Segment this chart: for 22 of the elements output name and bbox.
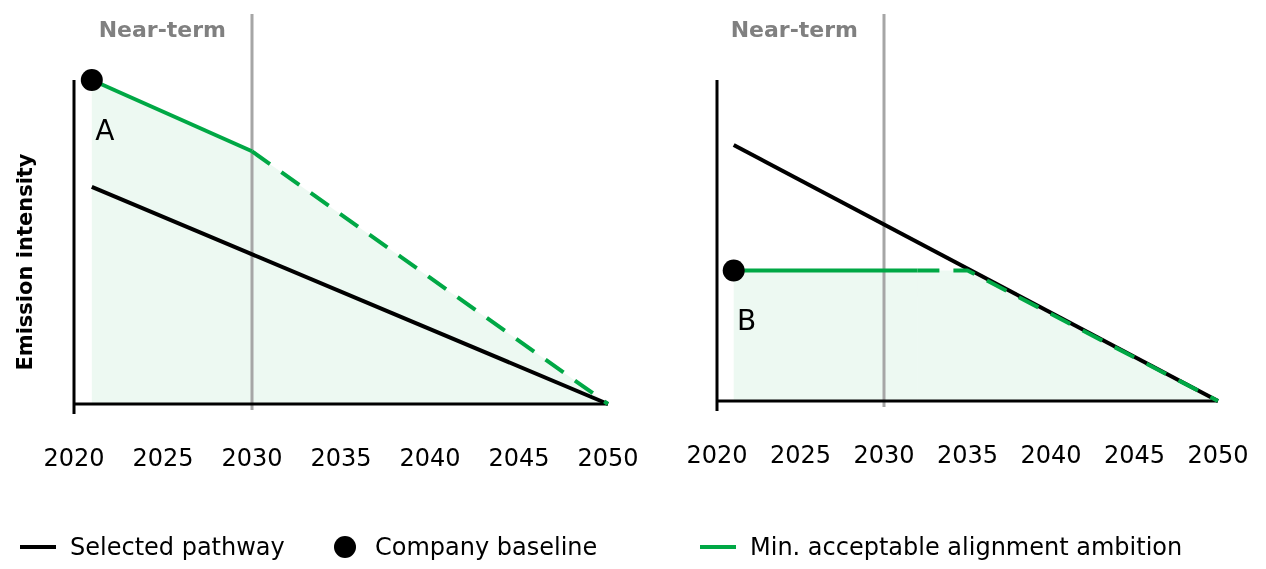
x-tick-label: 2025 xyxy=(769,441,832,469)
legend-label: Company baseline xyxy=(375,533,598,561)
x-tick-label: 2020 xyxy=(686,441,748,469)
annotation: A xyxy=(95,114,115,147)
y-axis-title: Emission intensity xyxy=(13,153,37,371)
x-tick-label: 2045 xyxy=(488,444,550,472)
ref-line-label: Near-term xyxy=(98,17,226,42)
x-tick-label: 2030 xyxy=(221,444,283,472)
x-tick-label: 2040 xyxy=(399,444,461,472)
x-tick-label: 2050 xyxy=(577,444,639,472)
annotation: B xyxy=(737,304,757,338)
x-tick-label: 2045 xyxy=(1103,441,1166,469)
x-tick-label: 2020 xyxy=(43,444,105,472)
ref-line-label: Near-term xyxy=(730,17,858,42)
x-tick-label: 2050 xyxy=(1187,441,1249,469)
legend-label: Min. acceptable alignment ambition xyxy=(750,533,1183,561)
x-tick-label: 2035 xyxy=(310,444,372,472)
x-tick-label: 2025 xyxy=(132,444,194,472)
x-tick-label: 2040 xyxy=(1020,441,1082,469)
x-tick-label: 2035 xyxy=(936,441,999,469)
x-tick-label: 2030 xyxy=(853,441,915,469)
legend-label: Selected pathway xyxy=(70,533,285,561)
